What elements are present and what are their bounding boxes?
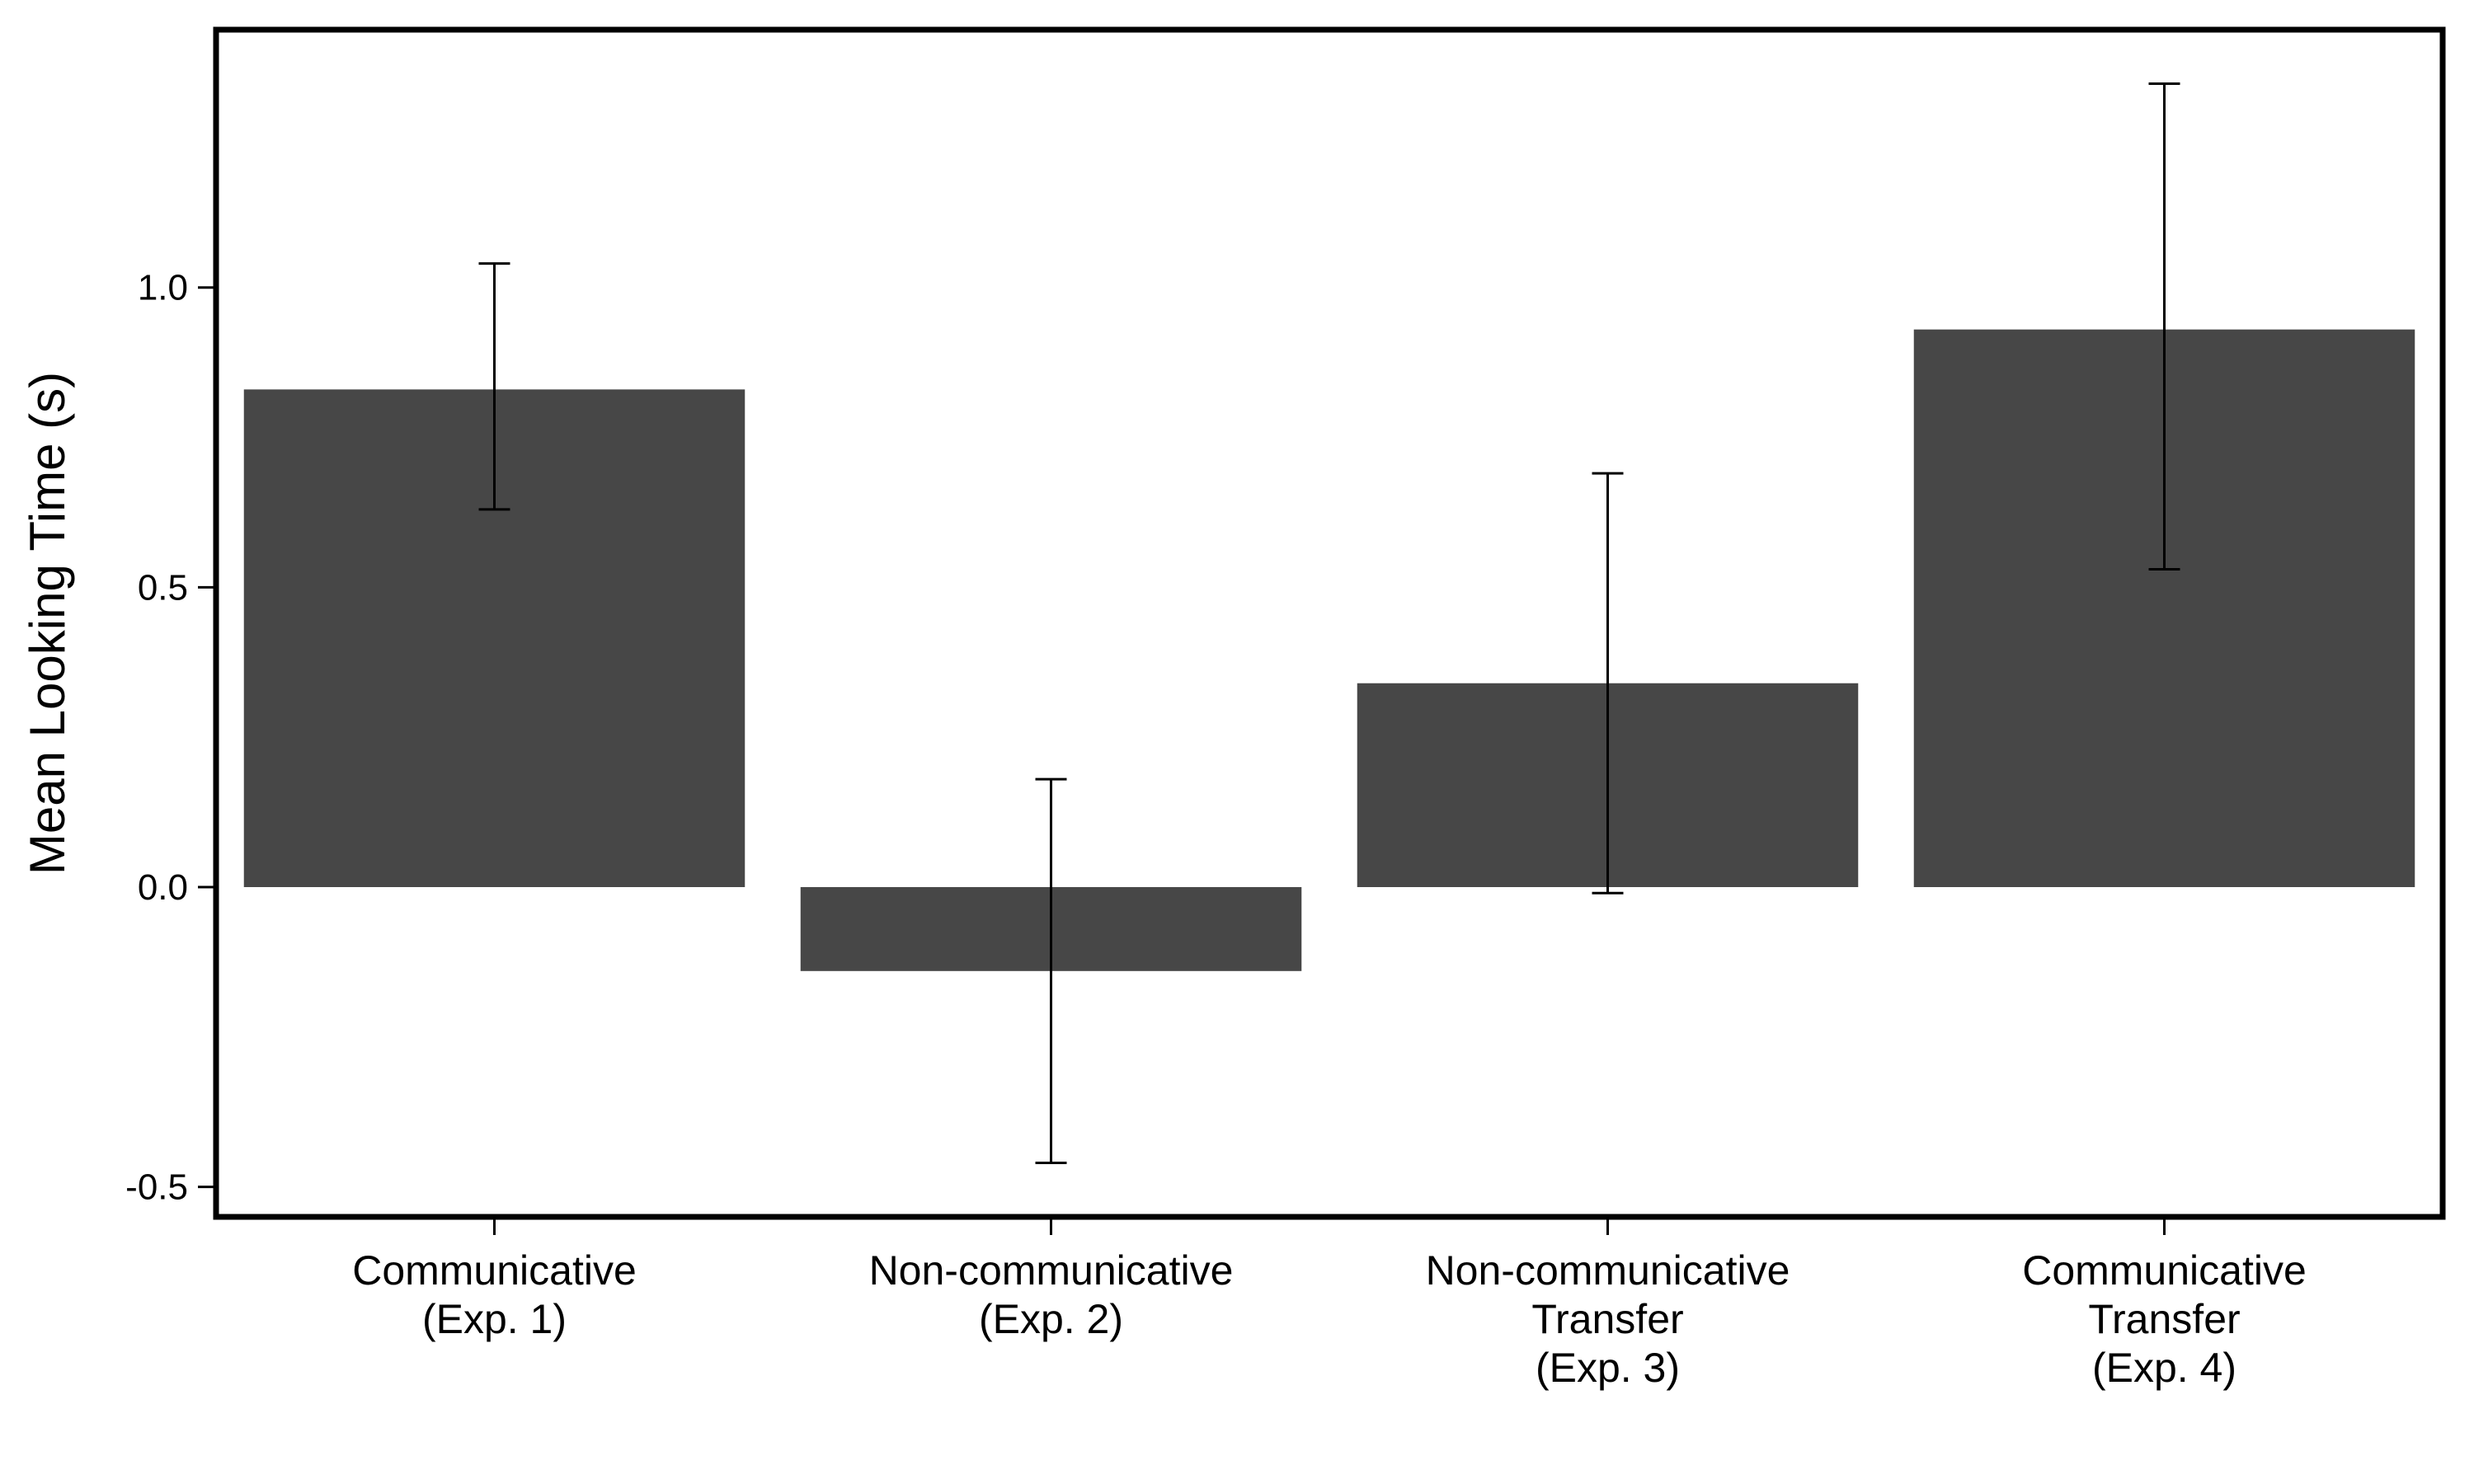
- x-tick-label-line: (Exp. 1): [422, 1296, 567, 1342]
- x-tick-label-line: Communicative: [352, 1247, 637, 1294]
- x-tick-label-line: (Exp. 3): [1536, 1345, 1680, 1391]
- y-tick-label-3: 0.5: [138, 567, 188, 608]
- x-tick-label-line: Transfer: [2088, 1296, 2240, 1342]
- y-tick-label-2: 0.0: [138, 867, 188, 908]
- y-tick-label-4: 1.0: [138, 268, 188, 308]
- x-axis: Communicative (Exp. 1)Non-communicative (E…: [352, 1219, 2307, 1391]
- y-axis-title: Mean Looking Time (s): [20, 372, 75, 875]
- x-tick-label-line: Transfer: [1531, 1296, 1683, 1342]
- x-tick-label-line: Non-communicative: [1426, 1247, 1790, 1294]
- x-tick-label-line: Communicative: [2022, 1247, 2307, 1294]
- x-tick-label-line: Non-communicative: [869, 1247, 1234, 1294]
- bars-layer: [244, 330, 2415, 971]
- y-tick-label-1: -0.5: [125, 1167, 188, 1208]
- x-tick-label-line: (Exp. 2): [979, 1296, 1123, 1342]
- y-axis: -0.5 0.0 0.5 1.0: [125, 268, 214, 1208]
- x-tick-label-3: Non-communicative Transfer (Exp. 3): [1426, 1247, 1790, 1391]
- x-tick-label-line: (Exp. 4): [2092, 1345, 2236, 1391]
- x-tick-label-4: Communicative Transfer (Exp. 4): [2022, 1247, 2307, 1391]
- x-tick-label-1: Communicative (Exp. 1): [352, 1247, 637, 1342]
- x-tick-label-2: Non-communicative (Exp. 2): [869, 1247, 1234, 1342]
